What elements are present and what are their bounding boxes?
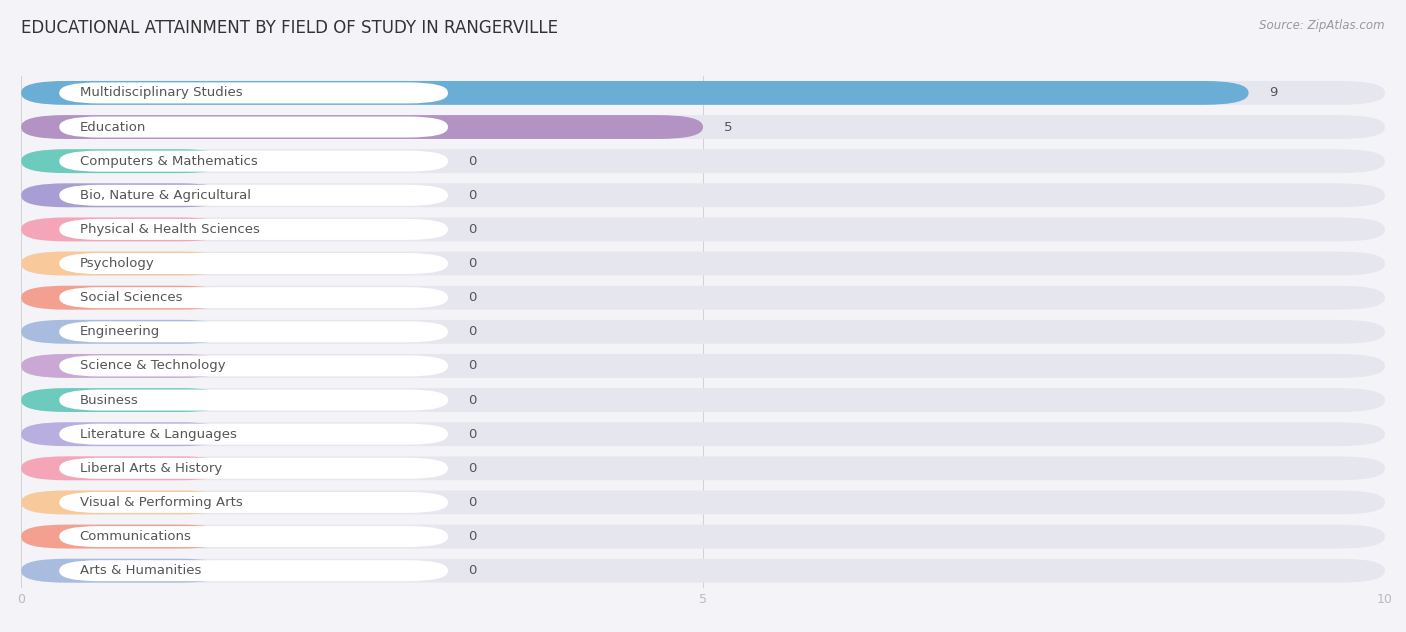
Text: Science & Technology: Science & Technology: [80, 360, 225, 372]
Text: Psychology: Psychology: [80, 257, 155, 270]
Text: 0: 0: [468, 155, 477, 167]
Text: 0: 0: [468, 189, 477, 202]
FancyBboxPatch shape: [21, 559, 226, 583]
FancyBboxPatch shape: [59, 116, 449, 138]
FancyBboxPatch shape: [21, 490, 1385, 514]
FancyBboxPatch shape: [59, 82, 449, 104]
Text: EDUCATIONAL ATTAINMENT BY FIELD OF STUDY IN RANGERVILLE: EDUCATIONAL ATTAINMENT BY FIELD OF STUDY…: [21, 19, 558, 37]
FancyBboxPatch shape: [21, 217, 226, 241]
Text: Physical & Health Sciences: Physical & Health Sciences: [80, 223, 260, 236]
FancyBboxPatch shape: [21, 422, 226, 446]
Text: Engineering: Engineering: [80, 325, 160, 338]
Text: Communications: Communications: [80, 530, 191, 543]
FancyBboxPatch shape: [21, 149, 226, 173]
FancyBboxPatch shape: [59, 526, 449, 547]
FancyBboxPatch shape: [21, 525, 1385, 549]
FancyBboxPatch shape: [21, 456, 226, 480]
Text: 0: 0: [468, 530, 477, 543]
FancyBboxPatch shape: [21, 354, 1385, 378]
FancyBboxPatch shape: [21, 286, 1385, 310]
FancyBboxPatch shape: [21, 422, 1385, 446]
FancyBboxPatch shape: [21, 320, 226, 344]
FancyBboxPatch shape: [21, 252, 1385, 276]
FancyBboxPatch shape: [21, 388, 1385, 412]
FancyBboxPatch shape: [59, 219, 449, 240]
Text: 0: 0: [468, 223, 477, 236]
Text: Visual & Performing Arts: Visual & Performing Arts: [80, 496, 242, 509]
Text: Arts & Humanities: Arts & Humanities: [80, 564, 201, 577]
Text: Computers & Mathematics: Computers & Mathematics: [80, 155, 257, 167]
FancyBboxPatch shape: [21, 149, 1385, 173]
FancyBboxPatch shape: [21, 320, 1385, 344]
FancyBboxPatch shape: [21, 81, 1249, 105]
FancyBboxPatch shape: [21, 490, 226, 514]
FancyBboxPatch shape: [59, 287, 449, 308]
FancyBboxPatch shape: [21, 115, 703, 139]
Text: 9: 9: [1270, 87, 1278, 99]
FancyBboxPatch shape: [59, 423, 449, 445]
FancyBboxPatch shape: [59, 355, 449, 377]
Text: 0: 0: [468, 394, 477, 406]
FancyBboxPatch shape: [59, 492, 449, 513]
Text: Liberal Arts & History: Liberal Arts & History: [80, 462, 222, 475]
Text: 0: 0: [468, 496, 477, 509]
FancyBboxPatch shape: [59, 185, 449, 206]
Text: 0: 0: [468, 360, 477, 372]
Text: 0: 0: [468, 257, 477, 270]
FancyBboxPatch shape: [21, 183, 1385, 207]
FancyBboxPatch shape: [21, 252, 226, 276]
FancyBboxPatch shape: [59, 253, 449, 274]
FancyBboxPatch shape: [21, 183, 226, 207]
FancyBboxPatch shape: [21, 354, 226, 378]
Text: 0: 0: [468, 428, 477, 441]
FancyBboxPatch shape: [21, 388, 226, 412]
Text: Business: Business: [80, 394, 138, 406]
Text: Multidisciplinary Studies: Multidisciplinary Studies: [80, 87, 242, 99]
FancyBboxPatch shape: [59, 150, 449, 172]
Text: Source: ZipAtlas.com: Source: ZipAtlas.com: [1260, 19, 1385, 32]
FancyBboxPatch shape: [21, 115, 1385, 139]
FancyBboxPatch shape: [21, 217, 1385, 241]
FancyBboxPatch shape: [21, 286, 226, 310]
Text: 0: 0: [468, 462, 477, 475]
FancyBboxPatch shape: [21, 456, 1385, 480]
Text: Bio, Nature & Agricultural: Bio, Nature & Agricultural: [80, 189, 250, 202]
Text: 0: 0: [468, 564, 477, 577]
FancyBboxPatch shape: [21, 81, 1385, 105]
Text: 0: 0: [468, 291, 477, 304]
FancyBboxPatch shape: [59, 321, 449, 343]
Text: 5: 5: [724, 121, 733, 133]
FancyBboxPatch shape: [59, 560, 449, 581]
Text: Literature & Languages: Literature & Languages: [80, 428, 236, 441]
Text: Education: Education: [80, 121, 146, 133]
FancyBboxPatch shape: [59, 389, 449, 411]
FancyBboxPatch shape: [21, 559, 1385, 583]
Text: 0: 0: [468, 325, 477, 338]
FancyBboxPatch shape: [59, 458, 449, 479]
Text: Social Sciences: Social Sciences: [80, 291, 183, 304]
FancyBboxPatch shape: [21, 525, 226, 549]
